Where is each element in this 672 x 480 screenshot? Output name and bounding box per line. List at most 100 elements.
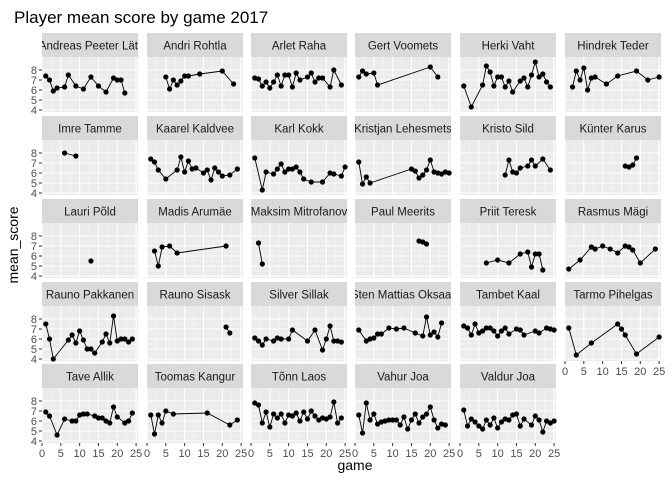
data-point — [464, 423, 471, 429]
data-point — [633, 68, 640, 74]
data-point — [274, 166, 280, 172]
data-point — [483, 63, 489, 69]
data-point — [536, 74, 542, 80]
data-point — [110, 404, 117, 410]
data-point — [491, 83, 497, 89]
data-point — [442, 422, 448, 428]
panel-background — [355, 140, 451, 195]
data-point — [479, 328, 486, 334]
data-point — [99, 415, 105, 421]
x-tick-label: 15 — [301, 448, 313, 460]
data-point — [468, 332, 474, 338]
facet-strip-label: Rauno Pakkanen — [46, 290, 134, 302]
data-point — [223, 324, 229, 330]
data-point — [118, 77, 124, 83]
data-point — [525, 163, 531, 169]
y-tick-label: 8 — [31, 396, 37, 408]
data-point — [536, 330, 542, 336]
panel-background — [251, 306, 347, 361]
facet-panel: Silver Sillak — [250, 282, 347, 361]
facet-strip — [42, 199, 138, 223]
data-point — [356, 327, 362, 333]
data-point — [270, 79, 277, 85]
facet-strip — [355, 282, 451, 306]
y-tick-label: 8 — [31, 314, 37, 326]
data-point — [155, 167, 161, 173]
data-point — [412, 330, 418, 336]
data-point — [540, 71, 546, 77]
y-tick-label: 8 — [31, 65, 37, 77]
data-point — [95, 83, 102, 89]
y-tick-label: 7 — [31, 406, 37, 418]
data-point — [359, 181, 366, 187]
data-point — [483, 325, 489, 331]
data-point — [114, 77, 120, 83]
data-point — [88, 74, 94, 80]
facet-strip-label: Sten Mattias Oksaar — [351, 290, 455, 302]
data-point — [435, 74, 441, 80]
x-tick-label: 15 — [405, 448, 417, 460]
data-point — [118, 336, 124, 342]
data-point — [80, 86, 87, 92]
data-point — [219, 68, 225, 74]
facet-strip — [460, 282, 556, 306]
x-tick-label: 5 — [581, 366, 587, 378]
data-point — [267, 85, 273, 91]
x-tick-label: 5 — [58, 448, 64, 460]
data-point — [363, 71, 369, 77]
data-point — [461, 407, 467, 413]
x-tick-label: 10 — [387, 448, 399, 460]
data-point — [483, 260, 489, 266]
facet-strip-label: Tarmo Pihelgas — [573, 290, 653, 302]
facet-strip-label: Tõnn Laos — [272, 372, 327, 384]
data-point — [174, 250, 180, 256]
facet-strip — [460, 33, 556, 57]
facet-strip — [355, 33, 451, 57]
data-point — [293, 70, 299, 76]
y-tick-label: 4 — [31, 105, 37, 117]
data-point — [252, 335, 258, 341]
data-point — [304, 416, 311, 422]
data-point — [331, 171, 337, 177]
data-point — [397, 422, 403, 428]
y-tick-label: 6 — [31, 168, 37, 180]
data-point — [371, 70, 377, 76]
data-point — [103, 331, 109, 337]
data-point — [92, 350, 98, 356]
data-point — [401, 325, 407, 331]
data-point — [405, 426, 411, 432]
data-point — [319, 179, 326, 185]
data-point — [312, 79, 318, 85]
data-point — [301, 176, 307, 182]
data-point — [525, 249, 531, 255]
x-tick-label: 0 — [562, 366, 568, 378]
facet-strip-label: Kristo Sild — [482, 124, 534, 136]
data-point — [259, 342, 265, 348]
panel-background — [251, 388, 347, 443]
data-point — [148, 412, 154, 418]
data-point — [374, 82, 381, 88]
data-point — [334, 420, 341, 426]
facet-strip — [460, 364, 556, 388]
panel-background — [355, 306, 451, 361]
y-tick-label: 7 — [31, 158, 37, 170]
y-axis-title: mean_score — [5, 206, 21, 283]
facet-strip-label: Silver Sillak — [269, 290, 329, 302]
y-tick-label: 6 — [31, 85, 37, 97]
data-point — [151, 159, 158, 165]
series-line — [568, 323, 660, 356]
facet-strip-label: Rasmus Mägi — [578, 207, 648, 219]
data-point — [401, 414, 407, 420]
data-point — [427, 404, 433, 410]
data-point — [278, 83, 284, 89]
data-point — [84, 411, 90, 417]
data-point — [577, 77, 583, 83]
data-point — [630, 247, 636, 253]
x-tick-label: 20 — [320, 448, 332, 460]
data-point — [212, 165, 218, 171]
facet-panel: Valdur Joa 0 5 10 15 20 25 — [457, 364, 560, 460]
facet-panel: Kaarel Kaldvee — [146, 116, 243, 195]
data-point — [618, 326, 625, 332]
data-point — [506, 417, 512, 423]
